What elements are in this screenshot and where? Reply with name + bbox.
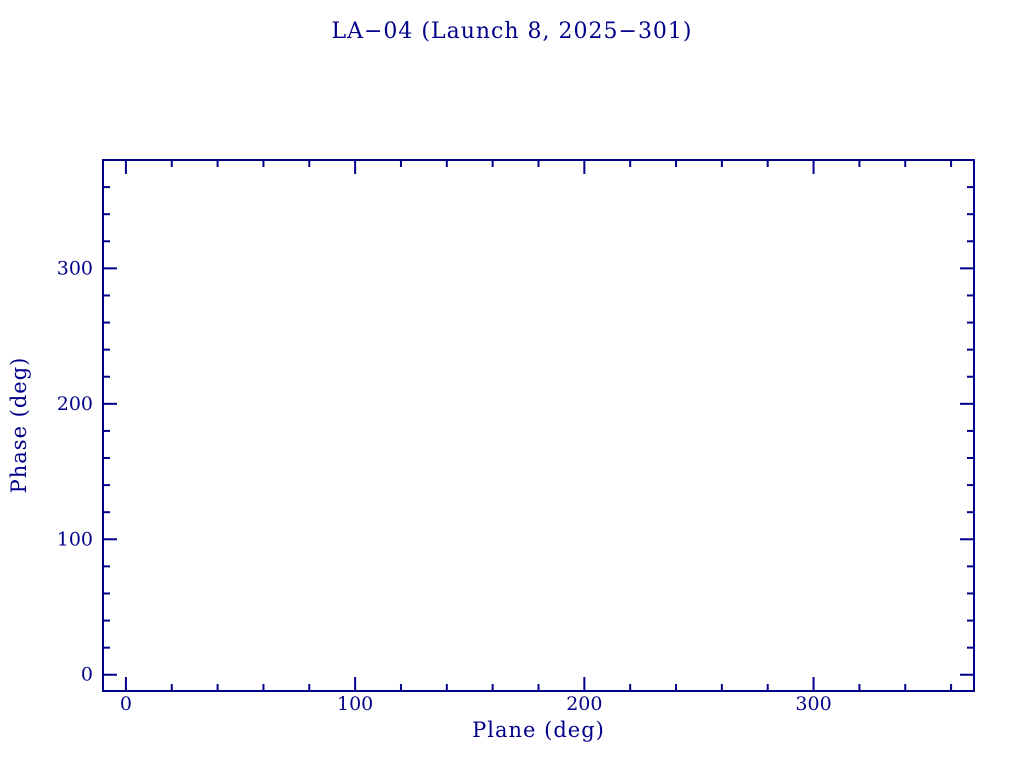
- y-tick-label: 300: [57, 257, 93, 279]
- plot-frame: [102, 159, 975, 692]
- y-tick-label: 100: [57, 528, 93, 550]
- x-tick-label: 200: [566, 693, 602, 715]
- y-tick-label: 200: [57, 393, 93, 415]
- tick-labels: 0 100 200 300 0 100 200 300: [57, 257, 832, 715]
- x-tick-label: 0: [120, 693, 132, 715]
- axis-ticks: [103, 160, 974, 691]
- y-axis-label: Phase (deg): [7, 356, 31, 494]
- x-tick-label: 300: [795, 693, 831, 715]
- x-tick-label: 100: [337, 693, 373, 715]
- x-axis-label: Plane (deg): [472, 718, 605, 742]
- y-tick-label: 0: [81, 664, 93, 686]
- chart-title: LA−04 (Launch 8, 2025−301): [331, 19, 693, 44]
